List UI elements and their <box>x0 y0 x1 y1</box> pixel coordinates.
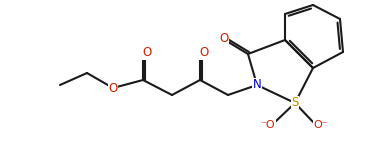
Text: O: O <box>219 32 229 46</box>
Text: N: N <box>253 78 262 91</box>
Text: O: O <box>199 47 209 59</box>
Text: O: O <box>142 47 152 59</box>
Text: S: S <box>291 97 299 109</box>
Text: O⁻: O⁻ <box>314 120 328 130</box>
Text: ⁻O: ⁻O <box>261 120 275 130</box>
Text: O: O <box>108 81 118 95</box>
